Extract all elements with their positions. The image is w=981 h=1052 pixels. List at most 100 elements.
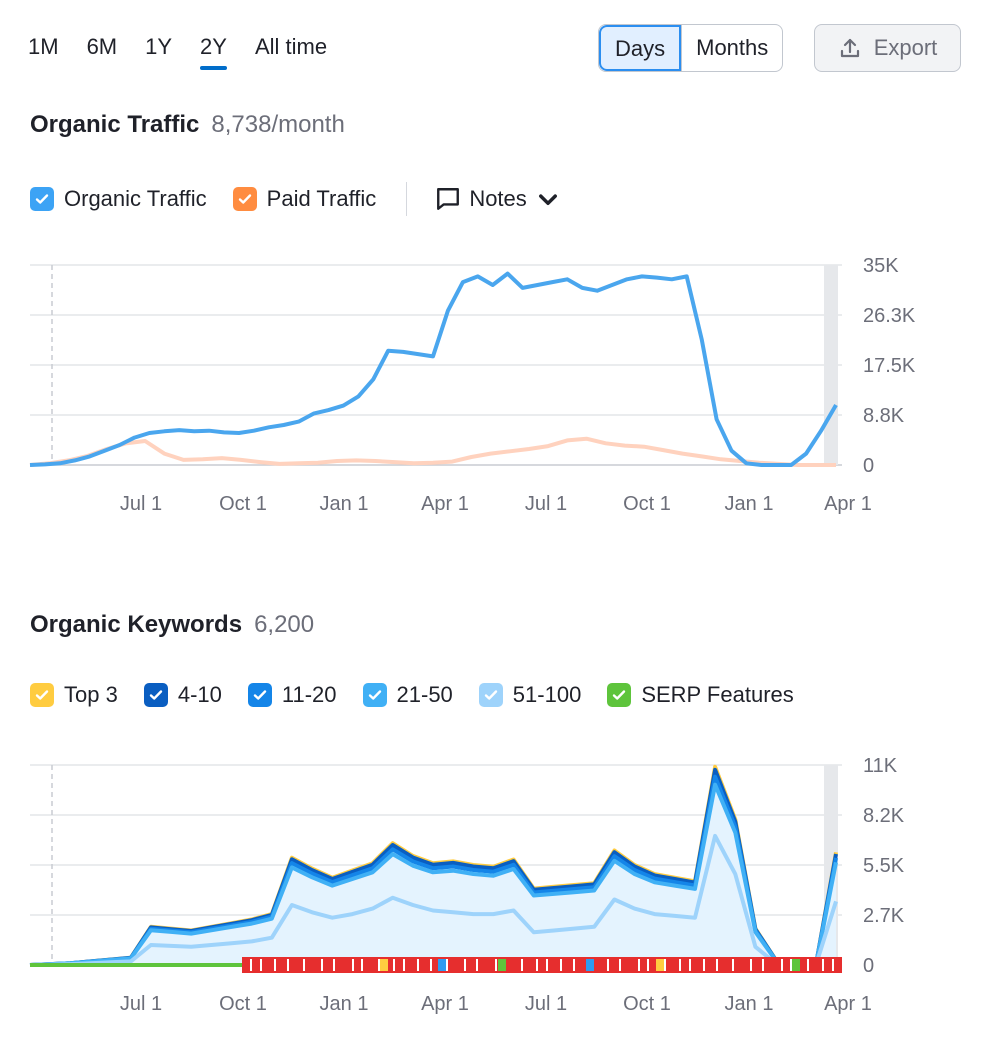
notes-label: Notes xyxy=(469,186,527,211)
x-tick-label: Jan 1 xyxy=(725,493,774,515)
range-tab[interactable]: 1M xyxy=(28,34,59,59)
x-tick-label: Oct 1 xyxy=(623,993,671,1015)
organic-traffic-toggle[interactable]: Organic Traffic xyxy=(30,186,207,212)
range-tab[interactable]: 6M xyxy=(86,34,118,59)
serp-feature-mark xyxy=(689,959,691,971)
serp-feature-mark xyxy=(647,959,649,971)
traffic-section-title: Organic Traffic 8,738/month xyxy=(30,111,345,139)
check-icon xyxy=(30,683,54,707)
keyword-legend-label: Top 3 xyxy=(64,682,118,707)
keyword-legend-toggle[interactable]: SERP Features xyxy=(607,682,794,708)
keyword-legend-toggle[interactable]: Top 3 xyxy=(30,682,118,708)
serp-feature-mark xyxy=(393,959,395,971)
y-tick-label: 0 xyxy=(863,455,874,477)
y-tick-label: 0 xyxy=(863,955,874,977)
check-icon xyxy=(247,683,272,707)
keyword-legend-label: SERP Features xyxy=(641,682,794,707)
range-tab[interactable]: 2Y xyxy=(200,30,227,70)
serp-feature-mark xyxy=(446,959,448,971)
serp-feature-mark xyxy=(807,959,809,971)
keyword-legend-toggle[interactable]: 4-10 xyxy=(143,682,222,708)
days-button[interactable]: Days xyxy=(599,25,682,71)
serp-feature-mark xyxy=(679,959,681,971)
serp-feature-mark xyxy=(274,959,276,971)
serp-feature-mark xyxy=(762,959,764,971)
export-label: Export xyxy=(873,35,938,60)
serp-feature-mark xyxy=(750,959,752,971)
serp-feature-mark xyxy=(781,959,783,971)
keyword-legend-label: 21-50 xyxy=(396,682,453,707)
x-tick-label: Oct 1 xyxy=(623,493,671,515)
serp-features-strip xyxy=(242,957,842,973)
x-tick-label: Jul 1 xyxy=(120,993,162,1015)
keyword-legend-toggle[interactable]: 21-50 xyxy=(362,682,453,708)
range-tab[interactable]: All time xyxy=(254,34,328,59)
months-button[interactable]: Months xyxy=(681,25,782,71)
serp-feature-mark xyxy=(546,959,548,971)
notes-dropdown[interactable]: Notes xyxy=(435,186,568,212)
check-icon xyxy=(30,187,54,211)
granularity-toggle: Days Months xyxy=(598,24,784,72)
check-icon xyxy=(478,683,503,707)
serp-feature-mark xyxy=(361,959,363,971)
serp-feature-mark xyxy=(792,959,800,971)
serp-feature-mark xyxy=(495,959,497,971)
serp-feature-mark xyxy=(417,959,419,971)
serp-feature-mark xyxy=(430,959,432,971)
y-tick-label: 8.2K xyxy=(863,805,905,827)
21-50-line xyxy=(29,782,838,967)
serp-feature-mark xyxy=(607,959,609,971)
traffic-value: 8,738/month xyxy=(211,111,345,138)
organic-traffic-chart: 35K 26.3K 17.5K 8.8K 0 Jul 1 Oct 1 Jan 1 Apr 1 Ju… xyxy=(29,255,916,515)
x-tick-label: Jul 1 xyxy=(525,993,567,1015)
keyword-legend-toggle[interactable]: 11-20 xyxy=(247,682,337,708)
serp-feature-mark xyxy=(638,959,640,971)
paid-traffic-label: Paid Traffic xyxy=(266,186,377,211)
y-tick-label: 5.5K xyxy=(863,855,905,877)
incomplete-data-band xyxy=(824,265,838,465)
serp-feature-mark xyxy=(464,959,466,971)
check-icon xyxy=(607,683,632,707)
organic-traffic-line xyxy=(29,271,838,467)
chevron-down-icon xyxy=(538,194,557,206)
upload-icon xyxy=(840,38,859,58)
serp-feature-mark xyxy=(438,959,446,971)
y-tick-label: 8.8K xyxy=(863,405,905,427)
keywords-legend: Top 3 4-10 11-20 21-50 51-100 SERP Features xyxy=(30,682,820,708)
organic-keywords-chart: 11K 8.2K 5.5K 2.7K 0 Jul 1 Oct 1 Jan 1 Apr 1 Jul … xyxy=(29,755,905,1015)
range-tab[interactable]: 1Y xyxy=(145,34,173,59)
y-tick-label: 2.7K xyxy=(863,905,905,927)
serp-feature-mark xyxy=(664,959,666,971)
serp-feature-mark xyxy=(716,959,718,971)
keyword-legend-toggle[interactable]: 51-100 xyxy=(478,682,582,708)
serp-feature-mark xyxy=(573,959,575,971)
serp-feature-mark xyxy=(303,959,305,971)
serp-feature-mark xyxy=(619,959,621,971)
check-icon xyxy=(232,187,257,211)
keywords-title: Organic Keywords xyxy=(30,611,243,638)
serp-feature-mark xyxy=(703,959,705,971)
traffic-legend: Organic Traffic Paid Traffic Notes xyxy=(30,182,569,216)
serp-feature-mark xyxy=(586,959,594,971)
keyword-legend-label: 51-100 xyxy=(512,682,582,707)
serp-feature-mark xyxy=(521,959,523,971)
serp-feature-mark xyxy=(333,959,335,971)
x-tick-label: Jul 1 xyxy=(120,493,162,515)
serp-feature-mark xyxy=(536,959,538,971)
x-tick-label: Jul 1 xyxy=(525,493,567,515)
x-tick-label: Jan 1 xyxy=(320,993,369,1015)
keyword-legend-label: 4-10 xyxy=(177,682,222,707)
paid-traffic-toggle[interactable]: Paid Traffic xyxy=(232,186,377,212)
export-button[interactable]: Export xyxy=(814,24,961,72)
serp-feature-mark xyxy=(260,959,262,971)
serp-features-line xyxy=(30,963,242,967)
serp-feature-mark xyxy=(498,959,506,971)
y-tick-label: 17.5K xyxy=(863,355,916,377)
serp-feature-mark xyxy=(352,959,354,971)
check-icon xyxy=(362,683,387,707)
serp-feature-mark xyxy=(403,959,405,971)
y-tick-label: 35K xyxy=(863,255,899,277)
traffic-title: Organic Traffic xyxy=(30,111,200,138)
serp-feature-mark xyxy=(476,959,478,971)
x-tick-label: Oct 1 xyxy=(219,493,267,515)
